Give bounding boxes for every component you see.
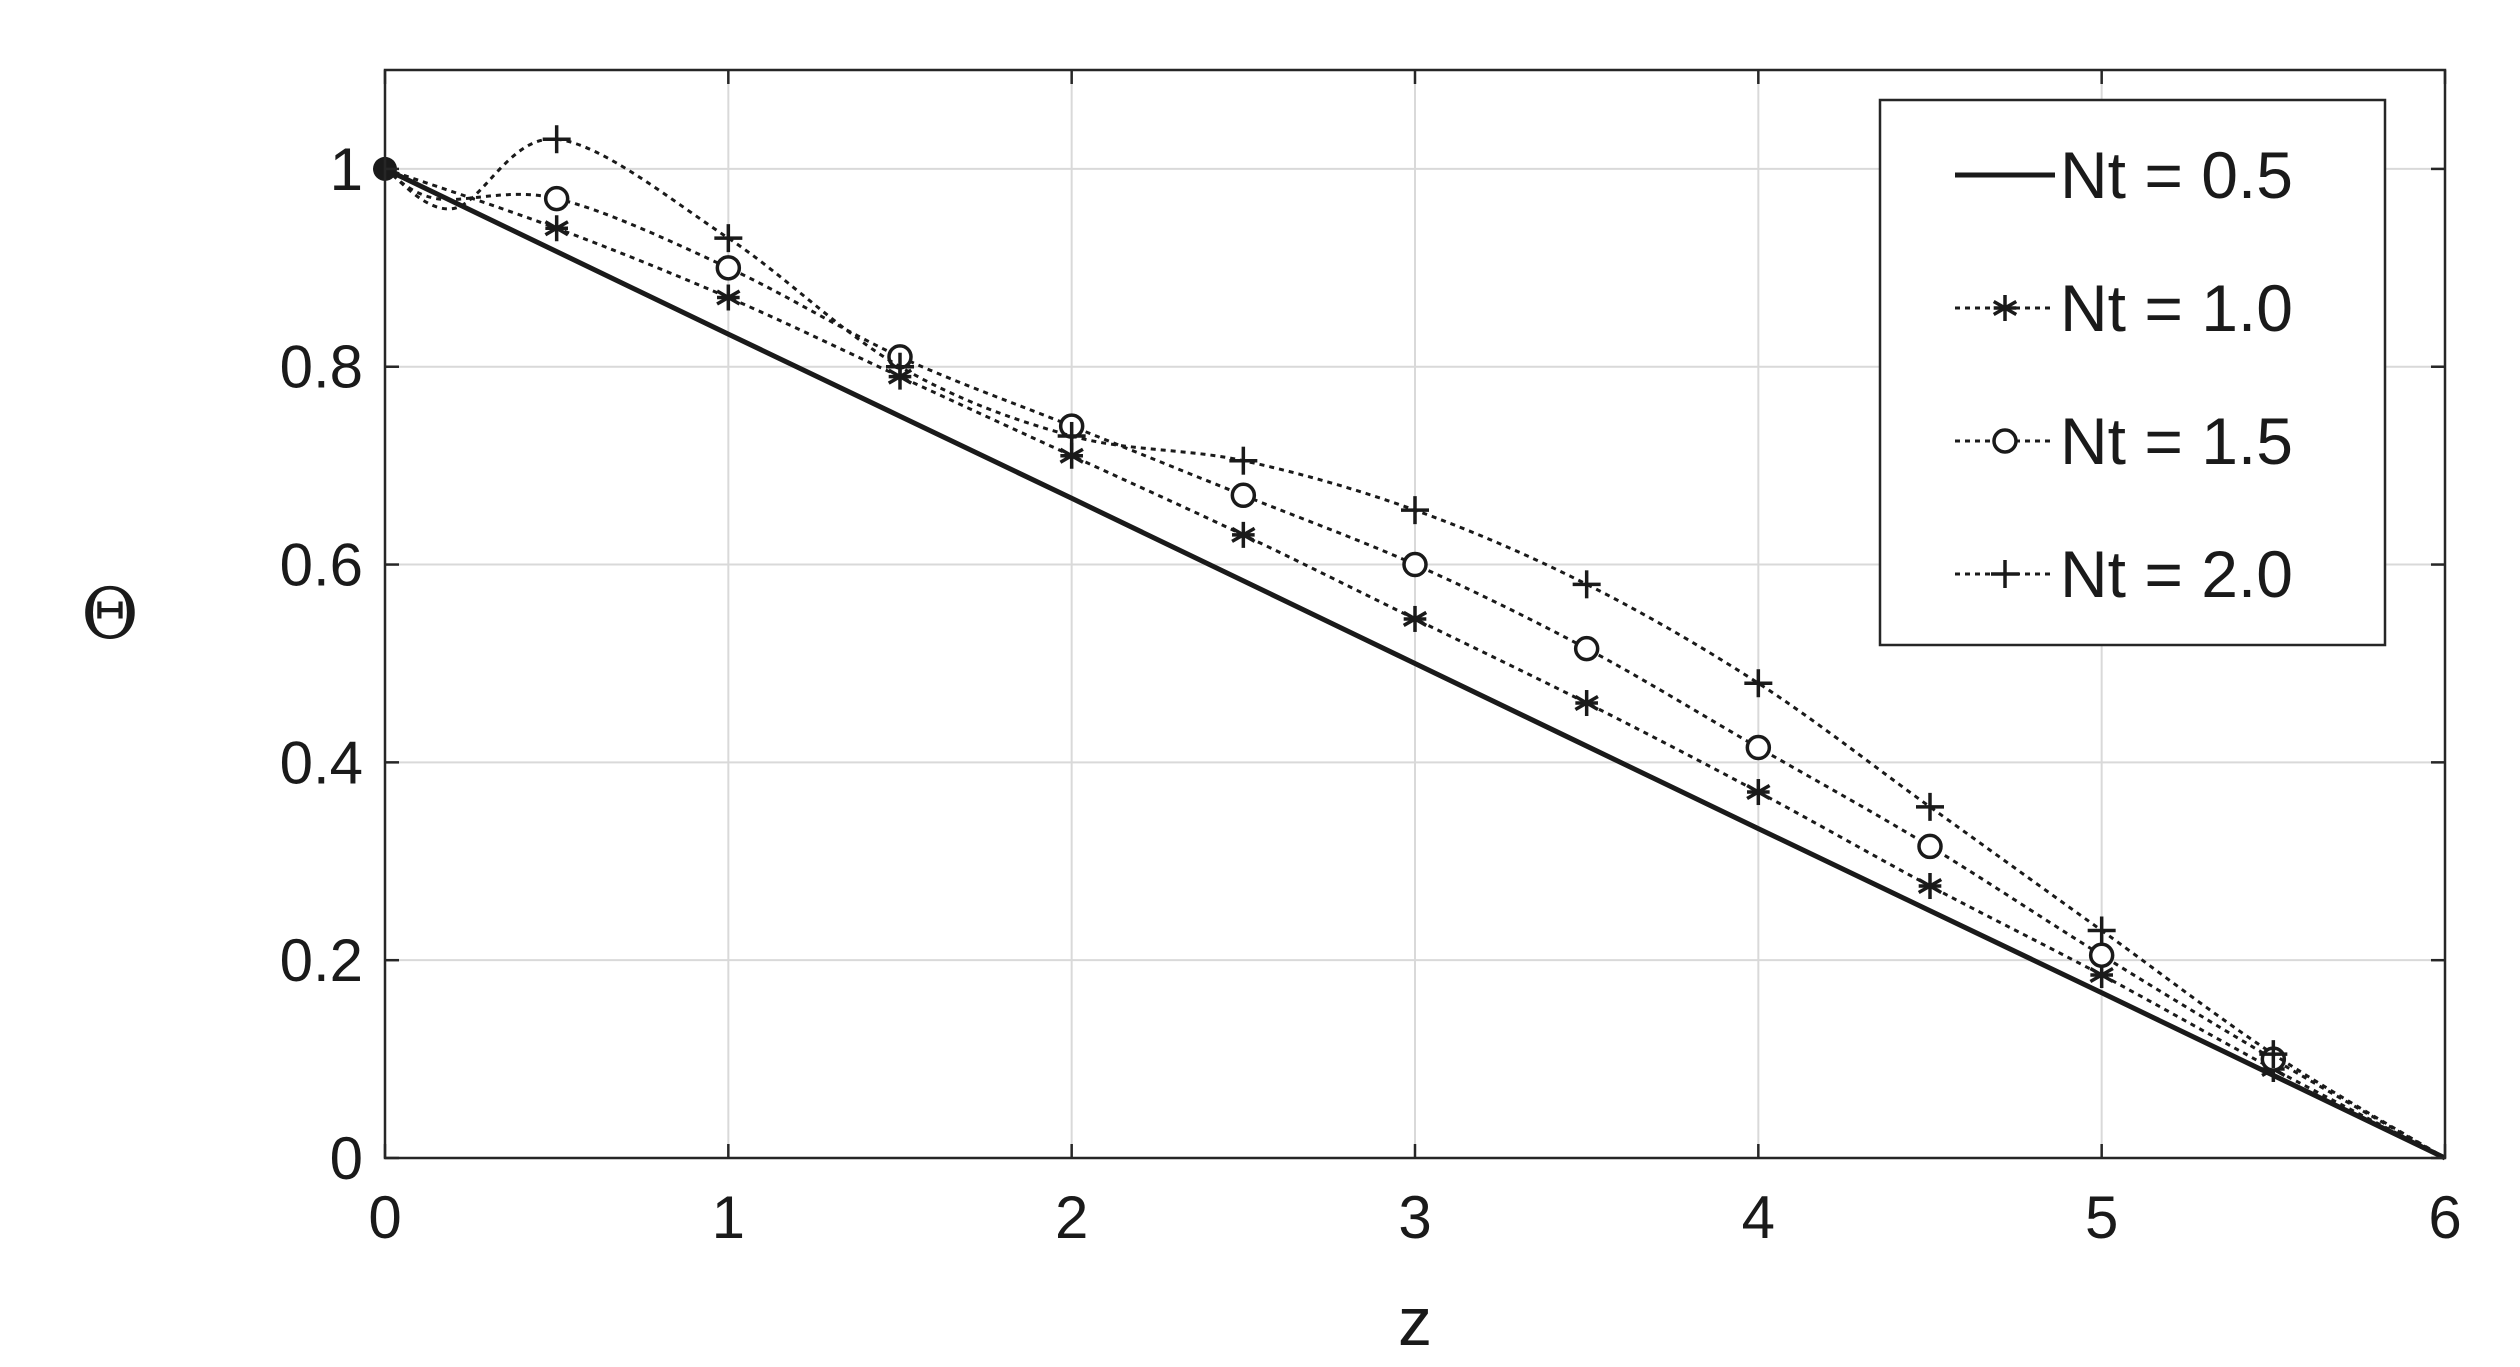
circle-marker	[1573, 635, 1600, 662]
legend-circle-marker	[1992, 428, 2018, 454]
y-tick-label: 0.2	[280, 927, 363, 994]
y-tick-label: 0.8	[280, 334, 363, 401]
circle-marker	[1745, 734, 1772, 761]
legend-box	[1878, 98, 2387, 647]
x-tick-label: 6	[2428, 1184, 2461, 1251]
x-tick-label: 0	[368, 1184, 401, 1251]
x-tick-label: 2	[1055, 1184, 1088, 1251]
legend-label: Nt = 2.0	[2060, 537, 2293, 611]
legend-entry-2: Nt = 1.0	[1955, 271, 2293, 345]
asterisk-marker	[1402, 605, 1428, 632]
plus-marker	[2259, 1040, 2288, 1069]
circle-marker	[1917, 833, 1943, 860]
y-tick-label: 0	[330, 1125, 363, 1192]
plus-marker	[1401, 496, 1429, 525]
circle-marker	[1230, 482, 1257, 509]
legend-label: Nt = 1.5	[2060, 404, 2293, 478]
series-group	[373, 125, 2447, 1161]
circle-marker	[715, 255, 742, 281]
asterisk-marker	[1574, 690, 1599, 717]
y-axis-label: Θ	[81, 573, 138, 655]
y-tick-label: 1	[330, 136, 363, 203]
plus-marker	[1229, 446, 1258, 475]
x-tick-label: 1	[712, 1184, 745, 1251]
y-tick-label: 0.4	[280, 729, 363, 796]
legend-entry-4: Nt = 2.0	[1955, 537, 2293, 611]
x-tick-label: 3	[1398, 1184, 1431, 1251]
plus-marker	[886, 352, 914, 381]
plus-marker	[542, 125, 571, 154]
x-tick-label: 5	[2085, 1184, 2118, 1251]
asterisk-marker	[1917, 873, 1943, 899]
series-4	[384, 125, 2446, 1160]
plus-marker	[1572, 570, 1601, 599]
asterisk-marker	[716, 284, 741, 311]
circle-marker	[543, 185, 570, 212]
plus-marker	[714, 224, 743, 253]
circle-marker	[1402, 551, 1428, 578]
series-1	[383, 166, 2447, 1161]
x-axis-label: z	[1398, 1284, 1432, 1360]
plus-marker	[1916, 792, 1944, 821]
asterisk-marker	[1746, 779, 1771, 806]
legend-label: Nt = 1.0	[2060, 271, 2293, 345]
series-line	[383, 166, 2447, 1161]
x-tick-label: 4	[1742, 1184, 1775, 1251]
asterisk-marker	[544, 215, 569, 242]
asterisk-marker	[1231, 521, 1256, 548]
legend: Nt = 0.5 Nt = 1.0 Nt = 1.5 Nt = 2.0	[1878, 98, 2387, 647]
y-tick-label: 0.6	[280, 532, 363, 599]
legend-asterisk-marker	[1992, 295, 2018, 321]
legend-plus-marker	[1991, 560, 2019, 588]
plus-marker	[1744, 669, 1773, 698]
legend-entry-3: Nt = 1.5	[1955, 404, 2293, 478]
plus-marker	[1057, 421, 1086, 450]
legend-label: Nt = 0.5	[2060, 138, 2293, 212]
axis-ticks: 0 1 2 3 4 5 6 0 0.2 0.4 0.6 0.8 1	[280, 70, 2462, 1251]
plus-marker	[2087, 916, 2116, 945]
circle-marker	[2088, 942, 2115, 968]
legend-entry-1: Nt = 0.5	[1955, 138, 2293, 212]
